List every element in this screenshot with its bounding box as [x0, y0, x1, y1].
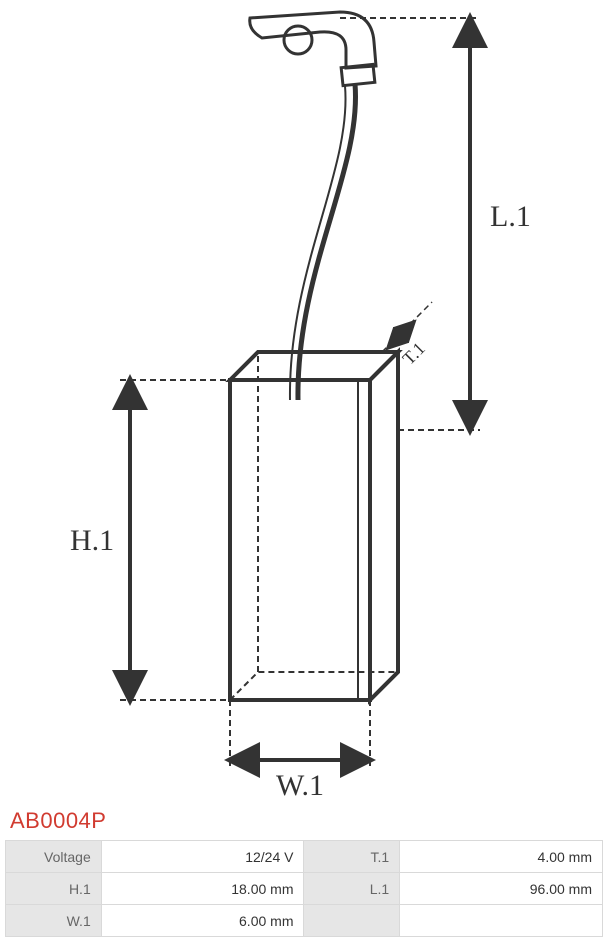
label-h1: H.1 [70, 524, 114, 557]
spec-label: W.1 [6, 905, 102, 937]
terminal-lug [250, 12, 376, 86]
table-row: Voltage 12/24 V T.1 4.00 mm [6, 841, 603, 873]
spec-label [304, 905, 400, 937]
brush-block [230, 352, 398, 700]
technical-diagram: L.1 H.1 W.1 T.1 [0, 0, 608, 800]
table-row: H.1 18.00 mm L.1 96.00 mm [6, 873, 603, 905]
dimension-l1: L.1 [340, 18, 531, 430]
spec-label: H.1 [6, 873, 102, 905]
spec-value: 12/24 V [101, 841, 304, 873]
label-l1: L.1 [490, 200, 531, 233]
spec-value: 4.00 mm [400, 841, 603, 873]
dimension-h1: H.1 [70, 380, 230, 700]
spec-table: Voltage 12/24 V T.1 4.00 mm H.1 18.00 mm… [5, 840, 603, 937]
spec-value [400, 905, 603, 937]
label-t1: T.1 [398, 338, 429, 369]
spec-value: 18.00 mm [101, 873, 304, 905]
part-title: AB0004P [0, 800, 608, 840]
spec-label: Voltage [6, 841, 102, 873]
spec-label: L.1 [304, 873, 400, 905]
dimension-w1: W.1 [230, 700, 370, 800]
label-w1: W.1 [276, 769, 324, 800]
spec-label: T.1 [304, 841, 400, 873]
table-row: W.1 6.00 mm [6, 905, 603, 937]
spec-value: 6.00 mm [101, 905, 304, 937]
spec-value: 96.00 mm [400, 873, 603, 905]
